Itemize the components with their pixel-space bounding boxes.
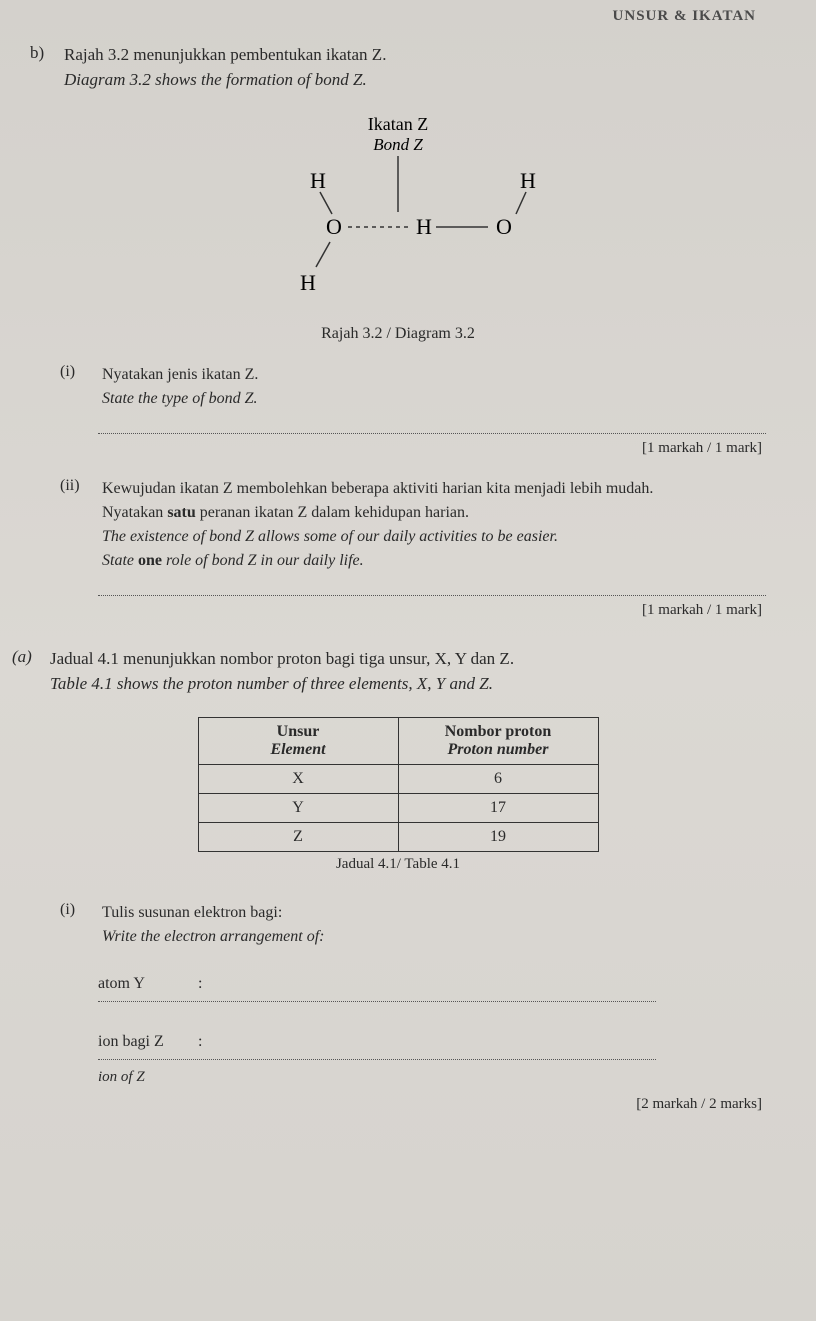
part-ii-marks: [1 markah / 1 mark] xyxy=(60,602,766,619)
table-header-proton: Nombor proton Proton number xyxy=(398,717,598,764)
diagram-3-2: Ikatan Z Bond Z H H O H O xyxy=(30,112,766,343)
table-row: Z 19 xyxy=(198,822,598,851)
atom-h1: H xyxy=(310,168,326,193)
question-b-label: b) xyxy=(30,43,60,63)
diagram-title-ms: Ikatan Z xyxy=(368,114,428,134)
part-i: (i) Nyatakan jenis ikatan Z. State the t… xyxy=(30,363,766,457)
part-i-marks: [1 markah / 1 mark] xyxy=(60,440,766,457)
question-a-text-en: Table 4.1 shows the proton number of thr… xyxy=(50,672,764,697)
answer-ion-z: ion bagi Z : ion of Z xyxy=(98,1033,766,1086)
part-ii-text4-en: State one role of bond Z in our daily li… xyxy=(102,549,766,573)
part-ii-text1-ms: Kewujudan ikatan Z membolehkan beberapa … xyxy=(102,477,766,501)
part-ii-text2-ms: Nyatakan satu peranan ikatan Z dalam keh… xyxy=(102,501,766,525)
question-a-text-ms: Jadual 4.1 menunjukkan nombor proton bag… xyxy=(50,647,764,672)
part-i-text-en: State the type of bond Z. xyxy=(102,387,766,411)
table-header-element: Unsur Element xyxy=(198,717,398,764)
bond-diagram-svg: Ikatan Z Bond Z H H O H O xyxy=(218,112,578,312)
part-a-i: (i) Tulis susunan elektron bagi: Write t… xyxy=(30,901,766,1113)
atom-o2: O xyxy=(496,214,512,239)
question-b-text-ms: Rajah 3.2 menunjukkan pembentukan ikatan… xyxy=(64,43,760,68)
answer-line xyxy=(98,433,766,434)
atom-h3: H xyxy=(300,270,316,295)
atom-h2: H xyxy=(520,168,536,193)
part-ii-label: (ii) xyxy=(60,477,98,495)
question-b: b) Rajah 3.2 menunjukkan pembentukan ika… xyxy=(30,43,766,92)
atom-o1: O xyxy=(326,214,342,239)
part-ii: (ii) Kewujudan ikatan Z membolehkan bebe… xyxy=(30,477,766,619)
question-a-label: (a) xyxy=(12,647,46,667)
part-a-i-marks: [2 markah / 2 marks] xyxy=(60,1096,766,1113)
exam-page: UNSUR & IKATAN b) Rajah 3.2 menunjukkan … xyxy=(0,0,816,1321)
proton-table: Unsur Element Nombor proton Proton numbe… xyxy=(198,717,599,852)
part-i-label: (i) xyxy=(60,363,98,381)
table-caption: Jadual 4.1/ Table 4.1 xyxy=(30,856,766,873)
table-row: Y 17 xyxy=(198,793,598,822)
part-i-text-ms: Nyatakan jenis ikatan Z. xyxy=(102,363,766,387)
part-a-i-text-en: Write the electron arrangement of: xyxy=(102,925,766,949)
table-row: X 6 xyxy=(198,764,598,793)
answer-line xyxy=(98,595,766,596)
part-a-i-label: (i) xyxy=(60,901,98,919)
answer-atom-y: atom Y : xyxy=(98,975,766,1011)
atom-h-mid: H xyxy=(416,214,432,239)
table-4-1: Unsur Element Nombor proton Proton numbe… xyxy=(30,717,766,852)
answer-dots xyxy=(98,1059,656,1060)
diagram-title-en: Bond Z xyxy=(373,135,423,154)
answer-dots xyxy=(98,1001,656,1002)
page-header: UNSUR & IKATAN xyxy=(30,8,766,25)
part-ii-text3-en: The existence of bond Z allows some of o… xyxy=(102,525,766,549)
part-a-i-text-ms: Tulis susunan elektron bagi: xyxy=(102,901,766,925)
diagram-caption: Rajah 3.2 / Diagram 3.2 xyxy=(30,325,766,343)
question-b-text-en: Diagram 3.2 shows the formation of bond … xyxy=(64,68,760,93)
question-a: (a) Jadual 4.1 menunjukkan nombor proton… xyxy=(12,647,766,696)
